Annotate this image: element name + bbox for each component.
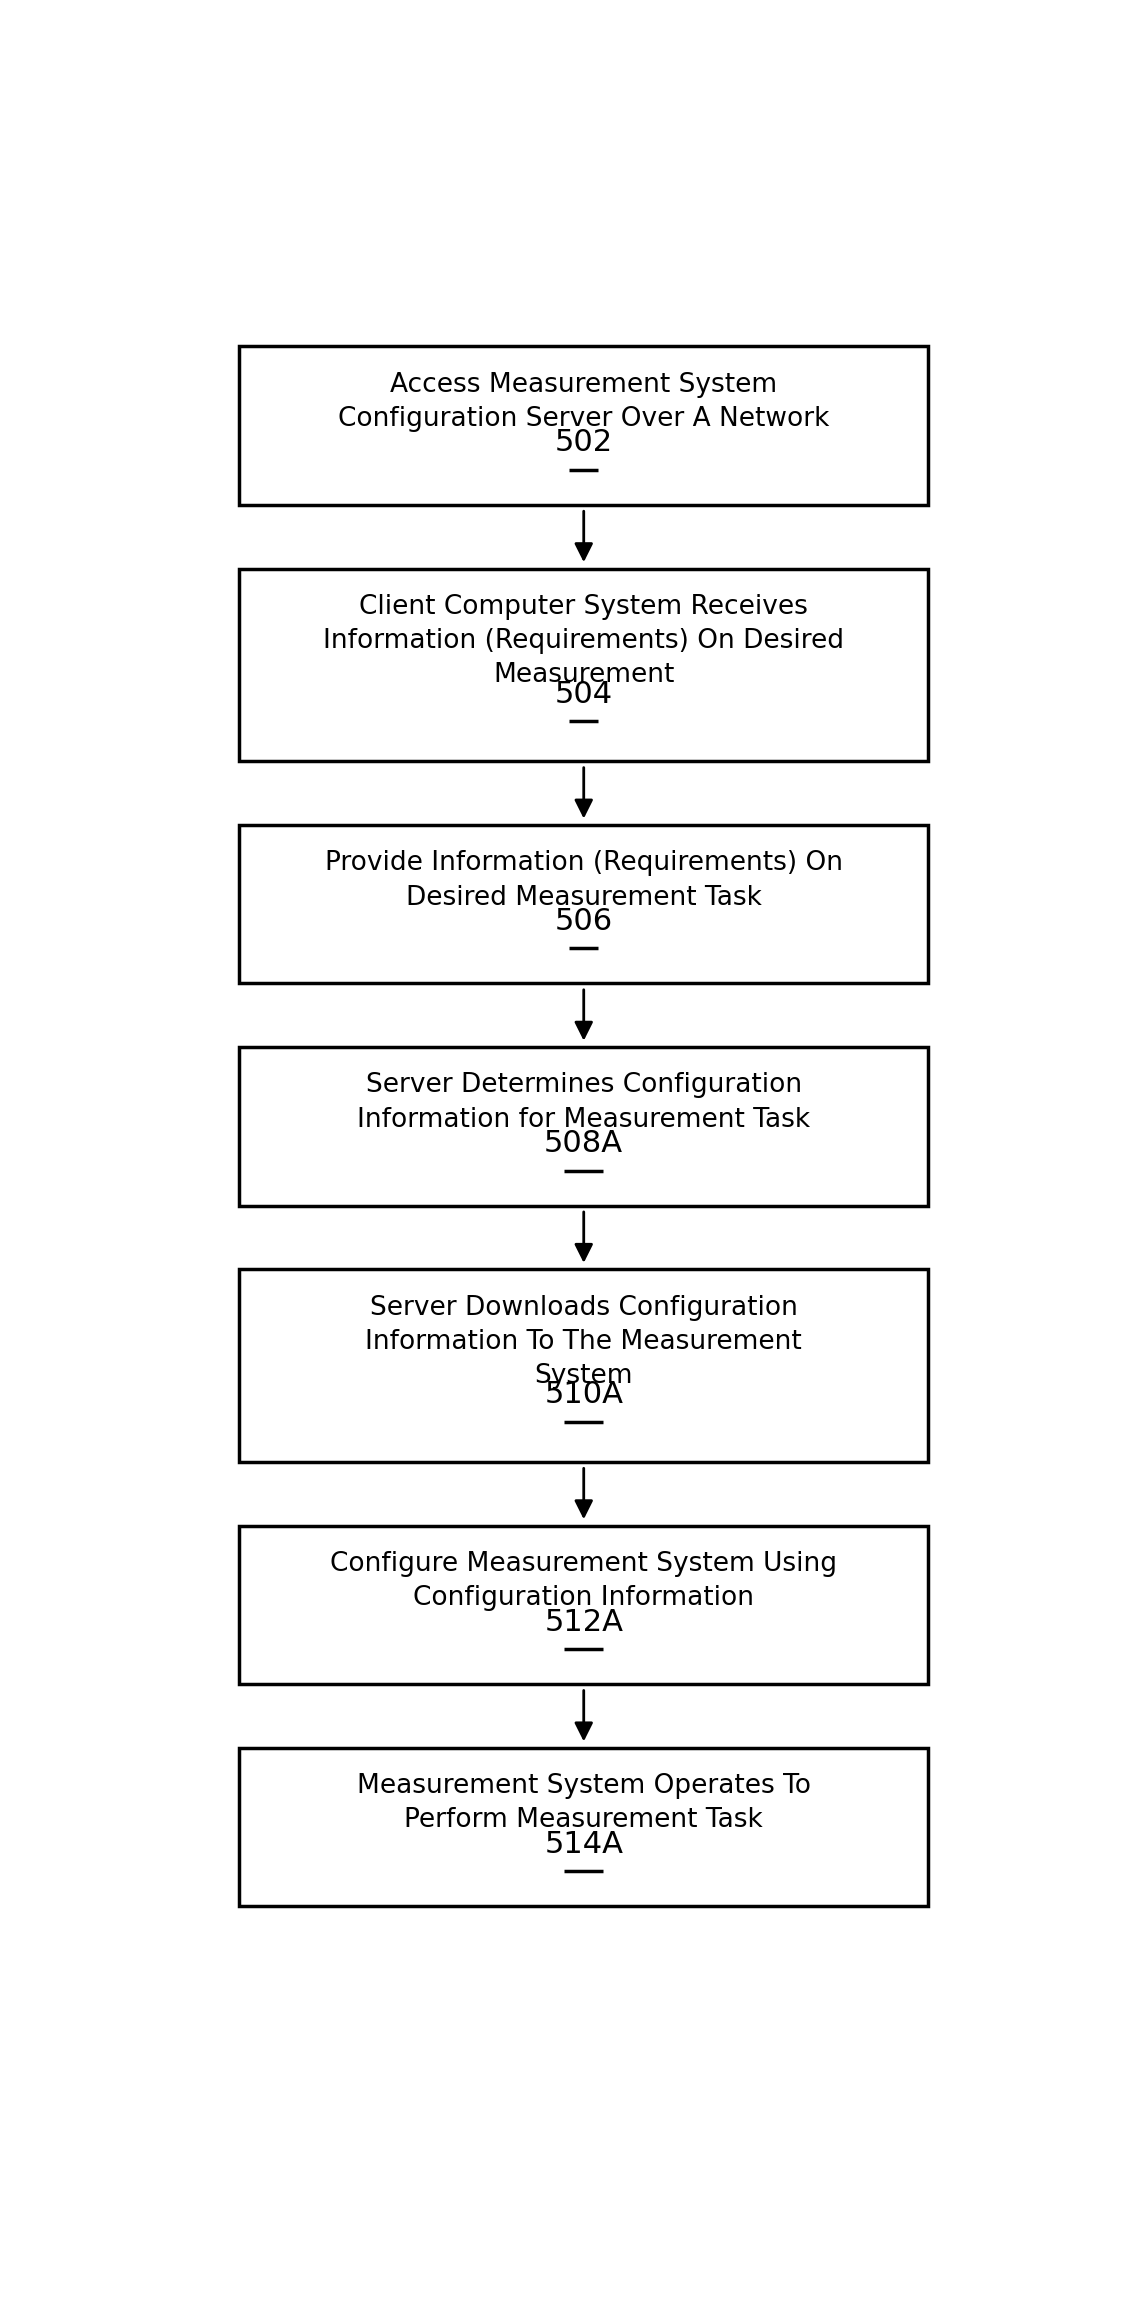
Text: 504: 504 (555, 680, 613, 710)
Text: 506: 506 (555, 907, 613, 935)
Text: Configuration Server Over A Network: Configuration Server Over A Network (338, 407, 829, 432)
Text: System: System (534, 1362, 633, 1390)
Text: Information To The Measurement: Information To The Measurement (366, 1330, 802, 1355)
Bar (239, 1047, 928, 1206)
Bar (239, 1748, 928, 1907)
Bar (239, 825, 928, 983)
Text: Client Computer System Receives: Client Computer System Receives (359, 595, 809, 620)
Bar (239, 347, 928, 505)
Text: 502: 502 (555, 430, 613, 457)
Bar (239, 1525, 928, 1684)
Text: 510A: 510A (544, 1380, 623, 1410)
Text: Perform Measurement Task: Perform Measurement Task (404, 1808, 763, 1833)
Text: Desired Measurement Task: Desired Measurement Task (405, 884, 762, 910)
Text: 512A: 512A (544, 1608, 623, 1638)
Bar (239, 570, 928, 760)
Text: Server Downloads Configuration: Server Downloads Configuration (370, 1296, 797, 1321)
Text: Measurement: Measurement (493, 662, 674, 689)
Text: Information for Measurement Task: Information for Measurement Task (358, 1107, 810, 1132)
Text: Configuration Information: Configuration Information (413, 1585, 754, 1610)
Bar (239, 1270, 928, 1461)
Text: Server Determines Configuration: Server Determines Configuration (366, 1073, 802, 1098)
Text: Access Measurement System: Access Measurement System (391, 372, 777, 397)
Text: Configure Measurement System Using: Configure Measurement System Using (330, 1550, 837, 1578)
Text: 514A: 514A (544, 1831, 623, 1858)
Text: Provide Information (Requirements) On: Provide Information (Requirements) On (325, 850, 843, 875)
Text: Information (Requirements) On Desired: Information (Requirements) On Desired (323, 627, 844, 655)
Text: Measurement System Operates To: Measurement System Operates To (357, 1773, 811, 1799)
Text: 508A: 508A (544, 1130, 623, 1158)
